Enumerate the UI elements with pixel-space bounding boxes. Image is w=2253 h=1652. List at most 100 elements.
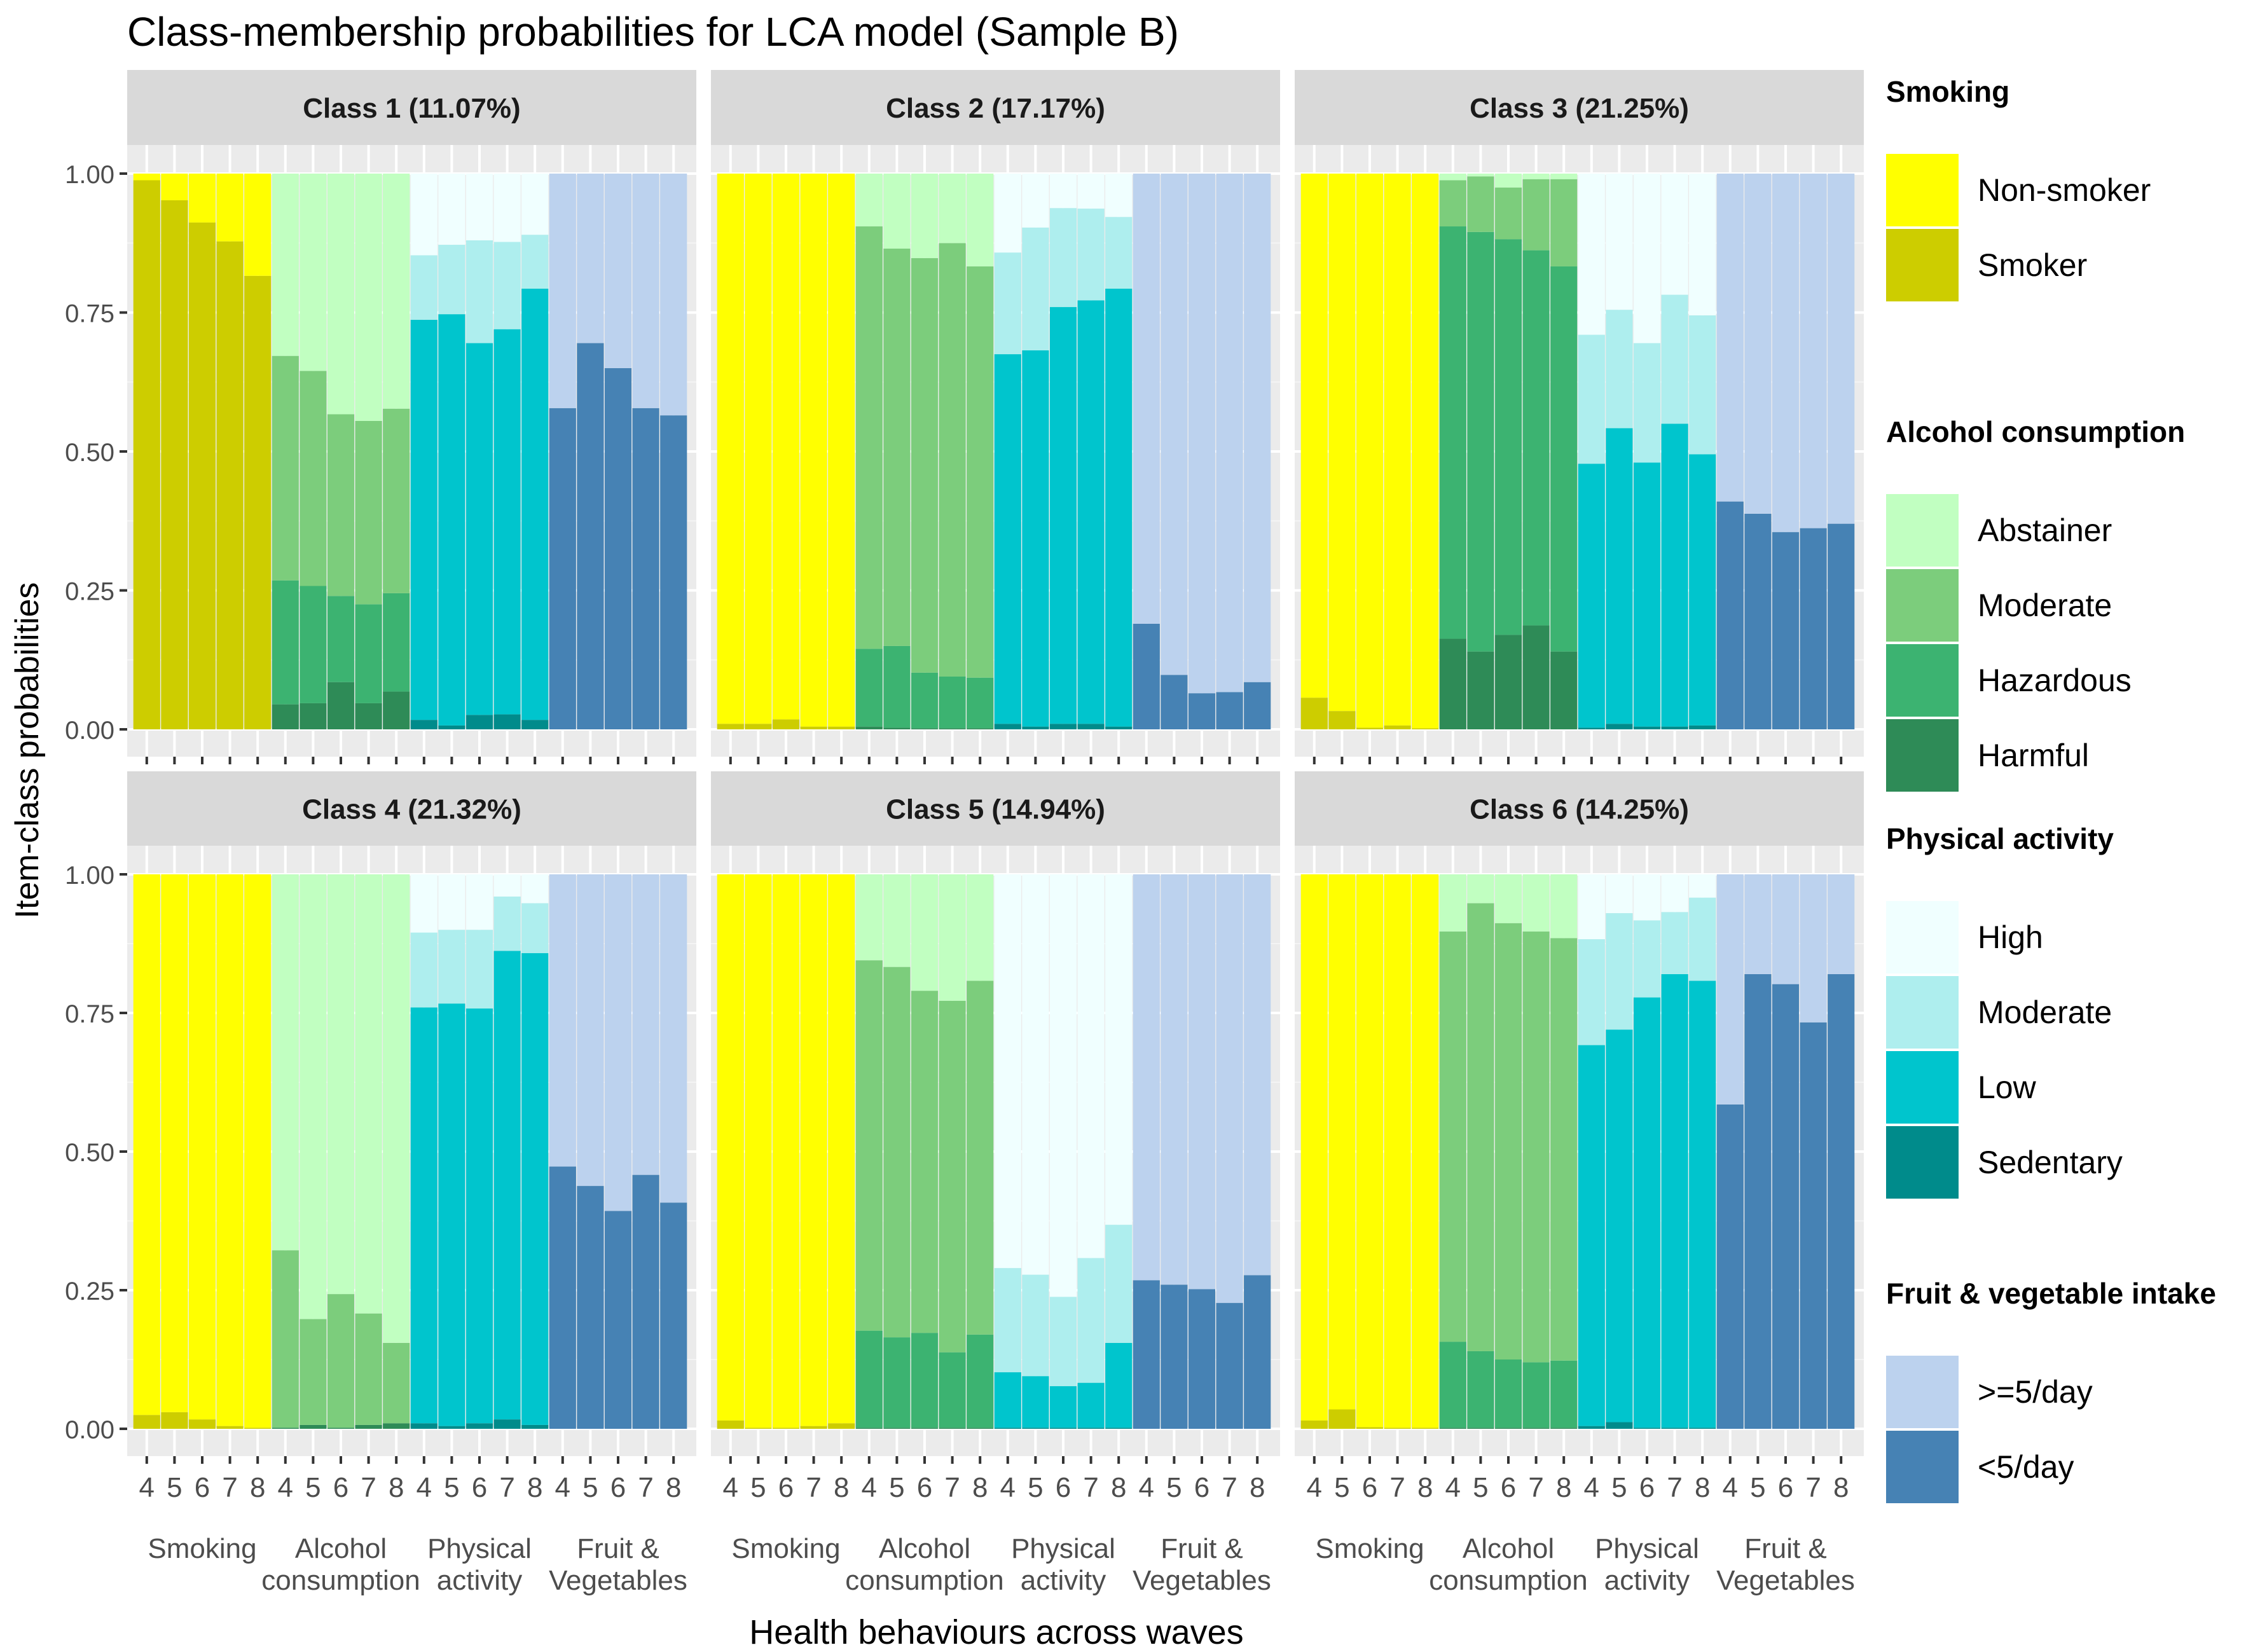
- bar-segment: [1105, 217, 1133, 289]
- bar-segment: [911, 672, 939, 729]
- x-tick-label: 8: [1833, 1472, 1849, 1503]
- bar-segment: [1578, 939, 1605, 1045]
- panel-title: Class 5 (14.94%): [886, 794, 1105, 825]
- bar-segment: [493, 951, 521, 1420]
- bar-segment: [1022, 227, 1049, 350]
- bar-segment: [300, 874, 327, 1319]
- bar-segment: [911, 1428, 939, 1429]
- bar-segment: [300, 703, 327, 729]
- bar-segment: [161, 174, 188, 200]
- bar-segment: [855, 726, 883, 729]
- x-tick-label: 6: [778, 1472, 794, 1503]
- bar-segment: [327, 174, 355, 415]
- bar-segment: [745, 1428, 772, 1429]
- x-tick-label: 5: [889, 1472, 904, 1503]
- bar-segment: [772, 874, 800, 1428]
- bar-segment: [1022, 1274, 1049, 1377]
- bar-segment: [383, 1342, 410, 1424]
- bar-segment: [1578, 464, 1605, 728]
- bar-segment: [1077, 209, 1105, 301]
- panel-title: Class 2 (17.17%): [886, 93, 1105, 124]
- bar-segment: [1661, 874, 1688, 912]
- x-tick-label: 5: [444, 1472, 459, 1503]
- bar-segment: [660, 1202, 687, 1429]
- bar-segment: [1522, 250, 1550, 626]
- bar-segment: [383, 691, 410, 729]
- bar-segment: [939, 728, 966, 729]
- bar-segment: [188, 174, 216, 223]
- x-tick-label: 7: [1083, 1472, 1098, 1503]
- x-tick-label: 6: [610, 1472, 626, 1503]
- bar-segment: [911, 1333, 939, 1428]
- bar-segment: [1439, 1342, 1466, 1428]
- x-tick-label: 8: [1695, 1472, 1710, 1503]
- bar-segment: [133, 874, 160, 1415]
- bar-segment: [1744, 874, 1772, 974]
- bar-segment: [465, 930, 493, 1009]
- bar-segment: [438, 174, 465, 245]
- x-tick-label: 6: [1639, 1472, 1655, 1503]
- bar-segment: [1606, 428, 1633, 724]
- bar-segment: [438, 930, 465, 1004]
- bar-segment: [1077, 724, 1105, 729]
- bar-segment: [1633, 874, 1661, 921]
- x-tick-label: 6: [1056, 1472, 1071, 1503]
- bar-segment: [1550, 1428, 1578, 1429]
- x-tick-label: 5: [1611, 1472, 1627, 1503]
- bar-segment: [383, 593, 410, 692]
- panel-title: Class 3 (21.25%): [1470, 93, 1689, 124]
- bar-segment: [1412, 728, 1439, 729]
- bar-segment: [1522, 174, 1550, 179]
- x-tick-label: 8: [389, 1472, 404, 1503]
- panel-2: Class 2 (17.17%)45678456784567845678Smok…: [711, 70, 1280, 897]
- bar-segment: [355, 174, 382, 421]
- bar-segment: [272, 174, 299, 356]
- bar-segment: [1439, 931, 1466, 1342]
- x-tick-label: 5: [1166, 1472, 1182, 1503]
- legend-key: [1886, 719, 1959, 792]
- x-tick-label: 4: [278, 1472, 293, 1503]
- bar-segment: [1550, 179, 1578, 266]
- group-label: activity: [1021, 1565, 1106, 1596]
- x-tick-label: 4: [1723, 1472, 1738, 1503]
- x-tick-label: 8: [834, 1472, 849, 1503]
- bar-segment: [327, 682, 355, 729]
- bar-segment: [1384, 1428, 1411, 1429]
- bar-segment: [604, 174, 632, 368]
- bar-segment: [1412, 174, 1439, 729]
- bar-segment: [493, 242, 521, 329]
- bar-segment: [717, 174, 744, 724]
- group-label: Physical: [1011, 1533, 1115, 1564]
- bar-segment: [1494, 635, 1522, 729]
- bar-segment: [883, 967, 911, 1338]
- y-tick-label: 0.75: [65, 1000, 114, 1028]
- bar-segment: [1077, 1428, 1105, 1429]
- x-tick-label: 5: [305, 1472, 320, 1503]
- bar-segment: [1494, 239, 1522, 635]
- bar-segment: [1494, 923, 1522, 1359]
- legend-key: [1886, 901, 1959, 974]
- bar-segment: [161, 200, 188, 729]
- bar-segment: [355, 604, 382, 703]
- legend-key: [1886, 1431, 1959, 1503]
- bar-segment: [383, 1423, 410, 1429]
- bar-segment: [1689, 315, 1716, 455]
- bar-segment: [828, 726, 855, 729]
- bar-segment: [1439, 174, 1466, 181]
- bar-segment: [994, 252, 1021, 355]
- bar-segment: [1633, 343, 1661, 463]
- bar-segment: [521, 874, 549, 904]
- bar-segment: [521, 953, 549, 1425]
- y-tick-label: 0.75: [65, 300, 114, 328]
- x-tick-label: 5: [750, 1472, 766, 1503]
- bar-segment: [883, 1337, 911, 1428]
- bar-segment: [828, 874, 855, 1424]
- bar-segment: [521, 720, 549, 729]
- group-label: Smoking: [148, 1533, 256, 1564]
- bar-segment: [1356, 1427, 1384, 1429]
- bar-segment: [1606, 174, 1633, 310]
- bar-segment: [244, 275, 272, 729]
- bar-segment: [133, 1415, 160, 1429]
- group-label: Fruit &: [577, 1533, 659, 1564]
- bar-segment: [828, 174, 855, 727]
